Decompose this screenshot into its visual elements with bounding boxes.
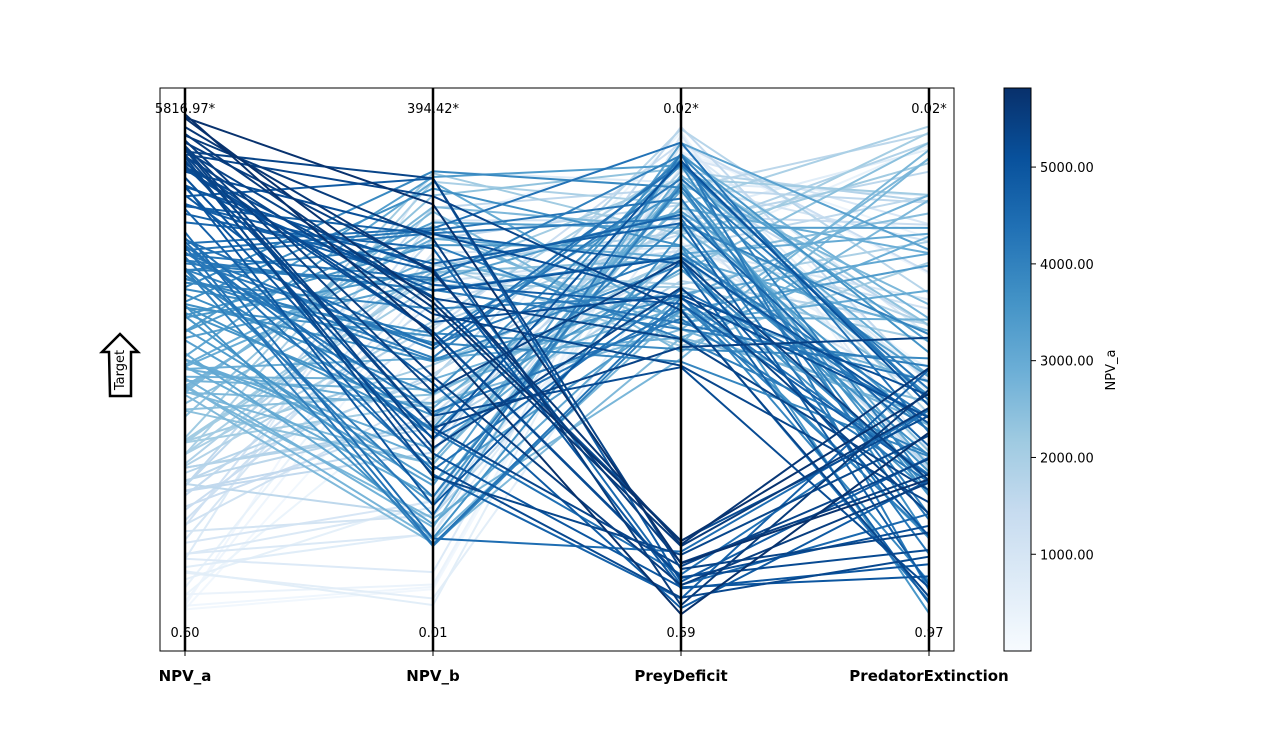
solution-line xyxy=(184,145,930,482)
axis-name-npv_a: NPV_a xyxy=(159,667,212,685)
solution-line xyxy=(184,279,930,469)
solution-line xyxy=(184,208,930,600)
solution-line xyxy=(184,159,930,599)
solution-line xyxy=(184,194,930,381)
solution-line xyxy=(184,126,930,546)
solution-line xyxy=(184,141,930,487)
solution-line xyxy=(184,197,930,521)
axis-bottom-label: 0.59 xyxy=(667,626,696,641)
solution-line xyxy=(184,231,930,553)
solution-line xyxy=(184,116,930,565)
colorbar-tick-label: 3000.00 xyxy=(1040,355,1094,370)
axis-top-label: 0.02* xyxy=(911,102,947,117)
solution-line xyxy=(184,141,930,607)
solution-line xyxy=(184,281,930,583)
colorbar-ticks: 1000.00 2000.00 3000.00 4000.00 5000.00 xyxy=(1031,161,1094,563)
solution-line xyxy=(184,156,930,556)
axis-group: 5816.97* 0.60 NPV_a 394.42* 0.01 NPV_b 0.02* 0.… xyxy=(155,88,1009,685)
solution-line xyxy=(184,186,930,589)
solution-line xyxy=(184,159,930,441)
solution-line xyxy=(184,149,930,607)
solution-line xyxy=(184,147,930,429)
axis-bottom-label: 0.01 xyxy=(419,626,448,641)
colorbar-title: NPV_a xyxy=(1104,350,1119,391)
colorbar-tick-label: 4000.00 xyxy=(1040,258,1094,273)
axis-top-label: 394.42* xyxy=(407,102,459,117)
solution-line xyxy=(184,170,930,419)
solution-line xyxy=(184,139,930,587)
target-direction-arrow: Target xyxy=(98,332,142,398)
solution-line xyxy=(184,150,930,571)
solution-line xyxy=(184,141,930,564)
axis-bottom-label: 0.97 xyxy=(915,626,944,641)
solution-line xyxy=(184,154,930,568)
target-label: Target xyxy=(113,350,128,391)
axis-name-npv_b: NPV_b xyxy=(406,667,460,685)
solution-line xyxy=(184,184,930,425)
up-arrow-icon xyxy=(98,332,142,398)
solution-line xyxy=(184,153,930,598)
solution-line xyxy=(184,117,930,543)
polyline-series xyxy=(184,113,930,616)
solution-line xyxy=(184,162,930,579)
axis-top-label: 0.02* xyxy=(663,102,699,117)
solution-line xyxy=(184,113,930,616)
axis-name-preydeficit: PreyDeficit xyxy=(634,667,727,685)
solution-line xyxy=(184,170,930,397)
solution-line xyxy=(184,237,930,576)
colorbar-tick-label: 5000.00 xyxy=(1040,161,1094,176)
solution-line xyxy=(184,168,930,397)
axis-top-label: 5816.97* xyxy=(155,102,216,117)
colorbar xyxy=(1003,87,1032,652)
solution-line xyxy=(184,132,930,548)
solution-line xyxy=(184,278,930,458)
solution-line xyxy=(184,184,930,516)
solution-line xyxy=(184,268,930,548)
solution-line xyxy=(184,148,930,515)
solution-line xyxy=(184,177,930,441)
solution-line xyxy=(184,155,930,504)
axis-name-predatorextinction: PredatorExtinction xyxy=(849,667,1008,685)
colorbar-tick-label: 2000.00 xyxy=(1040,451,1094,466)
solution-line xyxy=(184,244,930,614)
axis-bottom-label: 0.60 xyxy=(171,626,200,641)
colorbar-tick-label: 1000.00 xyxy=(1040,548,1094,563)
